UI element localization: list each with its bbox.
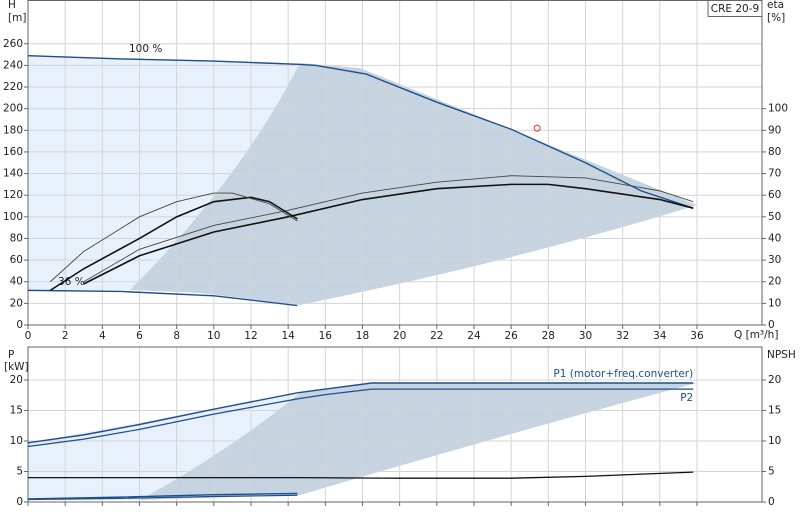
y2-tick-label: 0 [768,319,775,331]
y-tick-label: 20 [10,297,23,309]
y2-tick-label: 90 [768,124,781,136]
x-tick-label: 14 [281,330,295,342]
y-tick-label: 20 [10,374,23,386]
y2-axis-unit: [%] [767,12,785,24]
y2-tick-label: 15 [768,404,781,416]
x-tick-label: 30 [579,330,592,342]
duty-point [533,124,541,132]
y-tick-label: 10 [10,435,23,447]
y-tick-label: 160 [3,146,23,158]
x-tick-label: 12 [244,330,257,342]
annotation: 36 % [58,276,85,288]
y-tick-label: 260 [3,38,23,50]
y2-tick-label: 20 [768,374,781,386]
operating-area [28,55,300,290]
y-axis-unit: [m] [8,12,26,24]
series-label: P2 [680,392,693,404]
x-tick-label: 4 [99,330,106,342]
x-tick-label: 36 [690,330,704,342]
series-label: P1 (motor+freq.converter) [553,368,693,380]
y-tick-label: 40 [10,276,23,288]
title-box [707,0,763,17]
y-axis-unit: [kW] [4,361,29,373]
y-tick-label: 220 [3,81,23,93]
x-tick-label: 22 [430,330,443,342]
y2-tick-label: 40 [768,232,781,244]
series-line [83,175,694,283]
series-line [27,289,298,307]
y-tick-label: 180 [3,124,23,136]
y-tick-label: 200 [3,103,23,115]
series-line [27,382,694,444]
x-tick-label: 24 [467,330,481,342]
series-line [49,196,298,292]
series-line [28,471,694,479]
y2-axis-label: eta [767,0,784,11]
x-tick-label: 20 [393,330,406,342]
y-tick-label: 15 [10,404,23,416]
y2-tick-label: 0 [768,496,775,508]
operating-area [28,393,300,500]
x-tick-label: 8 [173,330,180,342]
y-tick-label: 0 [16,496,23,508]
y-tick-label: 140 [3,168,23,180]
y2-tick-label: 5 [768,465,775,477]
plot-frame [27,346,763,503]
x-tick-label: 16 [319,330,333,342]
operating-area [140,383,697,500]
y-tick-label: 60 [10,254,23,266]
y-tick-label: 0 [16,319,23,331]
y-tick-label: 80 [10,232,23,244]
x-tick-label: 34 [653,330,667,342]
x-tick-label: 6 [136,330,143,342]
annotation: 100 % [129,43,162,55]
series-line [27,494,298,501]
y2-tick-label: 20 [768,276,781,288]
y2-tick-label: 100 [768,103,788,115]
x-tick-label: 28 [542,330,555,342]
y-tick-label: 120 [3,189,23,201]
y-tick-label: 100 [3,211,23,223]
x-tick-label: 32 [616,330,629,342]
y2-tick-label: 10 [768,435,781,447]
chart-title: CRE 20-9 [711,3,759,15]
x-tick-label: 10 [207,330,220,342]
x-axis-label: Q [m³/h] [734,329,778,341]
y-tick-label: 240 [3,59,23,71]
series-line [83,183,694,285]
series-line [27,492,298,500]
y2-tick-label: 30 [768,254,781,266]
y-tick-label: 5 [16,465,23,477]
x-tick-label: 2 [62,330,69,342]
plot-frame [27,0,763,326]
y2-tick-label: 70 [768,168,781,180]
y2-tick-label: 10 [768,297,781,309]
operating-area [130,63,697,305]
x-tick-label: 18 [356,330,369,342]
x-tick-label: 0 [25,330,32,342]
y-axis-label: H [8,0,16,11]
x-tick-label: 26 [504,330,518,342]
series-line [49,192,298,283]
y-axis-label: P [8,349,14,361]
series-line [27,388,694,448]
y2-axis-label: NPSH [767,349,796,361]
series-line [27,54,694,209]
y2-tick-label: 60 [768,189,781,201]
y2-tick-label: 50 [768,211,781,223]
y2-tick-label: 80 [768,146,781,158]
